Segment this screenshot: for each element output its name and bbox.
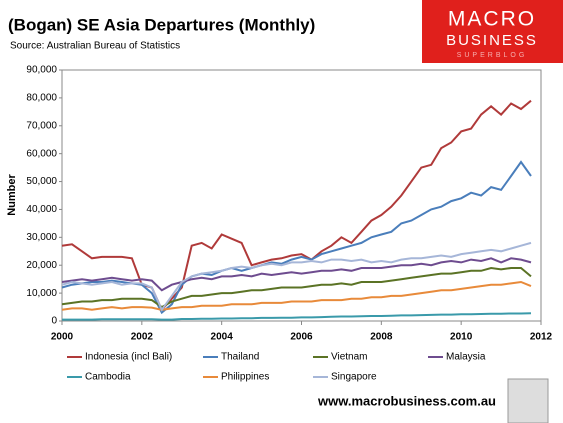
logo-line: BUSINESS (446, 32, 538, 49)
series-line (61, 241, 532, 312)
x-tick-label: 2010 (450, 332, 473, 343)
y-tick-label: 50,000 (26, 176, 57, 187)
x-tick-label: 2004 (211, 332, 234, 343)
x-tick-label: 2008 (370, 332, 393, 343)
legend-label: Indonesia (incl Bali) (85, 352, 172, 363)
series-line (61, 280, 532, 311)
legend-label: Cambodia (85, 372, 131, 383)
wolf-icon (507, 378, 549, 423)
y-tick-label: 90,000 (26, 65, 57, 76)
x-tick-label: 2000 (51, 332, 74, 343)
y-tick-label: 30,000 (26, 232, 57, 243)
y-tick-label: 70,000 (26, 120, 57, 131)
legend-label: Singapore (331, 372, 377, 383)
series-line (61, 99, 532, 312)
footer-url: www.macrobusiness.com.au (317, 393, 496, 408)
y-tick-label: 10,000 (26, 288, 57, 299)
chart-subtitle: Source: Australian Bureau of Statistics (10, 41, 180, 52)
x-tick-label: 2002 (131, 332, 154, 343)
y-axis-label: Number (6, 174, 18, 216)
series-line (61, 257, 532, 292)
y-tick-label: 40,000 (26, 204, 57, 215)
series-line (61, 266, 532, 309)
logo-line: MACRO (448, 8, 536, 31)
y-tick-label: 60,000 (26, 148, 57, 159)
series-line (62, 312, 532, 321)
x-tick-label: 2012 (530, 332, 553, 343)
logo-box (422, 0, 563, 63)
x-tick-label: 2006 (290, 332, 313, 343)
legend-label: Philippines (221, 372, 269, 383)
y-tick-label: 0 (51, 316, 57, 327)
legend-label: Malaysia (446, 352, 486, 363)
chart-title: (Bogan) SE Asia Departures (Monthly) (8, 15, 315, 34)
legend-label: Vietnam (331, 352, 368, 363)
logo-line: SUPERBLOG (457, 52, 528, 59)
y-tick-label: 80,000 (26, 93, 57, 104)
series-line (61, 160, 532, 315)
legend-label: Thailand (221, 352, 259, 363)
y-tick-label: 20,000 (26, 260, 57, 271)
